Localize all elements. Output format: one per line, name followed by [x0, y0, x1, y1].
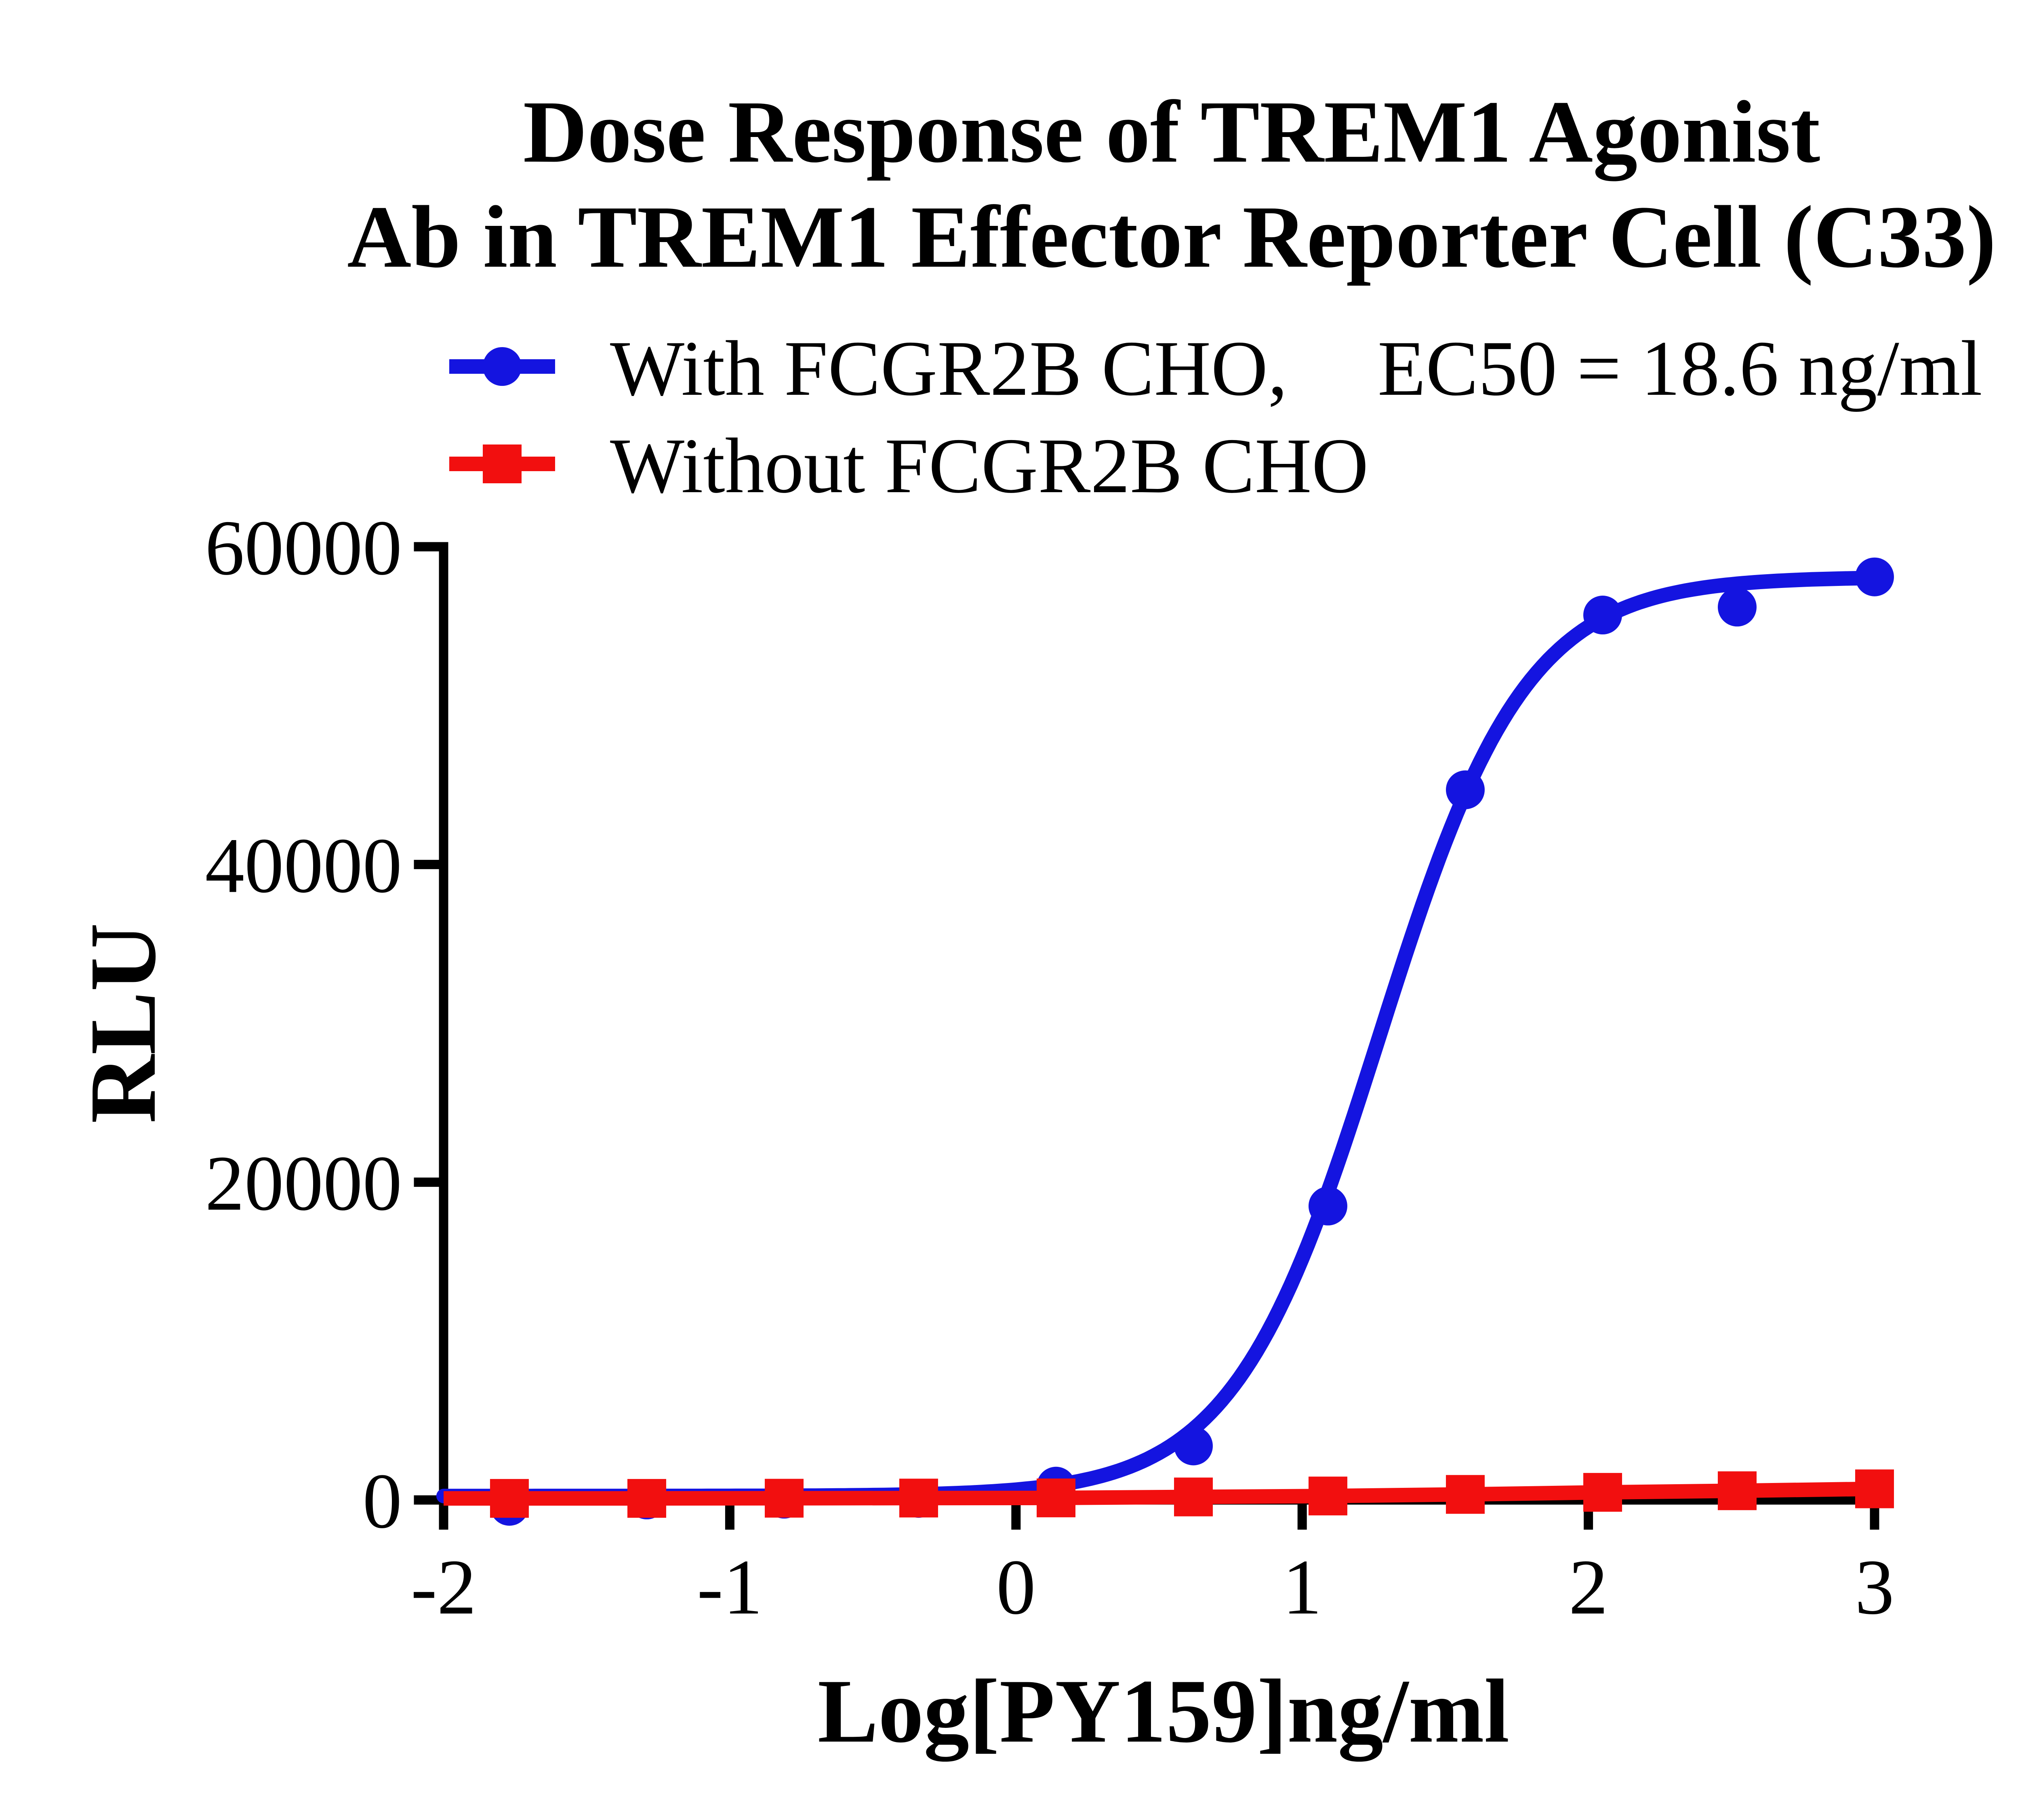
legend-label-series-name: With FCGR2B CHO, — [610, 325, 1288, 412]
legend: With FCGR2B CHO, EC50 = 18.6 ng/ml Witho… — [449, 325, 1982, 510]
dose-response-fit-curve — [436, 571, 1882, 1504]
legend-label-without-fcgr2b: Without FCGR2B CHO — [610, 422, 1368, 510]
y-axis-title: RLU — [70, 923, 175, 1123]
y-tick-label: 0 — [363, 1458, 402, 1545]
data-point-without-fcgr2b — [899, 1479, 938, 1518]
legend-label-with-fcgr2b: With FCGR2B CHO, EC50 = 18.6 ng/ml — [610, 325, 1982, 412]
legend-item-with-fcgr2b: With FCGR2B CHO, EC50 = 18.6 ng/ml — [449, 325, 1982, 412]
legend-square-marker-icon — [483, 444, 522, 483]
legend-label-ec50-value: EC50 = 18.6 ng/ml — [1378, 325, 1982, 412]
data-point-without-fcgr2b — [1717, 1471, 1757, 1510]
data-point-with-fcgr2b — [1855, 557, 1894, 596]
control-line — [444, 1481, 1875, 1506]
x-tick-label: 2 — [1569, 1544, 1608, 1631]
data-point-without-fcgr2b — [1583, 1473, 1622, 1512]
y-tick-label: 20000 — [205, 1140, 402, 1227]
y-tick-label: 40000 — [205, 822, 402, 909]
data-point-with-fcgr2b — [1446, 770, 1485, 809]
x-tick-label: -1 — [697, 1544, 762, 1631]
x-tick-label: 0 — [996, 1544, 1036, 1631]
x-tick-label: 3 — [1855, 1544, 1894, 1631]
data-point-without-fcgr2b — [627, 1479, 666, 1518]
chart-title-line-2: Ab in TREM1 Effector Reporter Cell (C33) — [347, 187, 1996, 286]
legend-circle-marker-icon — [483, 347, 522, 386]
data-point-without-fcgr2b — [1036, 1478, 1075, 1517]
data-point-with-fcgr2b — [1174, 1426, 1213, 1466]
chart-title-line-1: Dose Response of TREM1 Agonist — [523, 82, 1820, 181]
y-tick-label: 60000 — [205, 504, 402, 592]
plot-area: 0 20000 40000 60000 -2 -1 0 1 2 3 — [205, 504, 1894, 1631]
data-point-without-fcgr2b — [764, 1479, 804, 1518]
data-point-without-fcgr2b — [1174, 1477, 1213, 1517]
data-point-with-fcgr2b — [1717, 588, 1757, 627]
x-tick-label: -2 — [411, 1544, 476, 1631]
data-point-without-fcgr2b — [1855, 1469, 1894, 1508]
data-point-without-fcgr2b — [490, 1479, 529, 1518]
x-axis-title: Log[PY159]ng/ml — [818, 1660, 1509, 1762]
data-point-without-fcgr2b — [1308, 1477, 1347, 1516]
data-point-with-fcgr2b — [1583, 596, 1622, 635]
x-tick-label: 1 — [1282, 1544, 1322, 1631]
legend-item-without-fcgr2b: Without FCGR2B CHO — [449, 422, 1368, 510]
data-point-without-fcgr2b — [1446, 1475, 1485, 1514]
data-point-with-fcgr2b — [1308, 1186, 1347, 1226]
